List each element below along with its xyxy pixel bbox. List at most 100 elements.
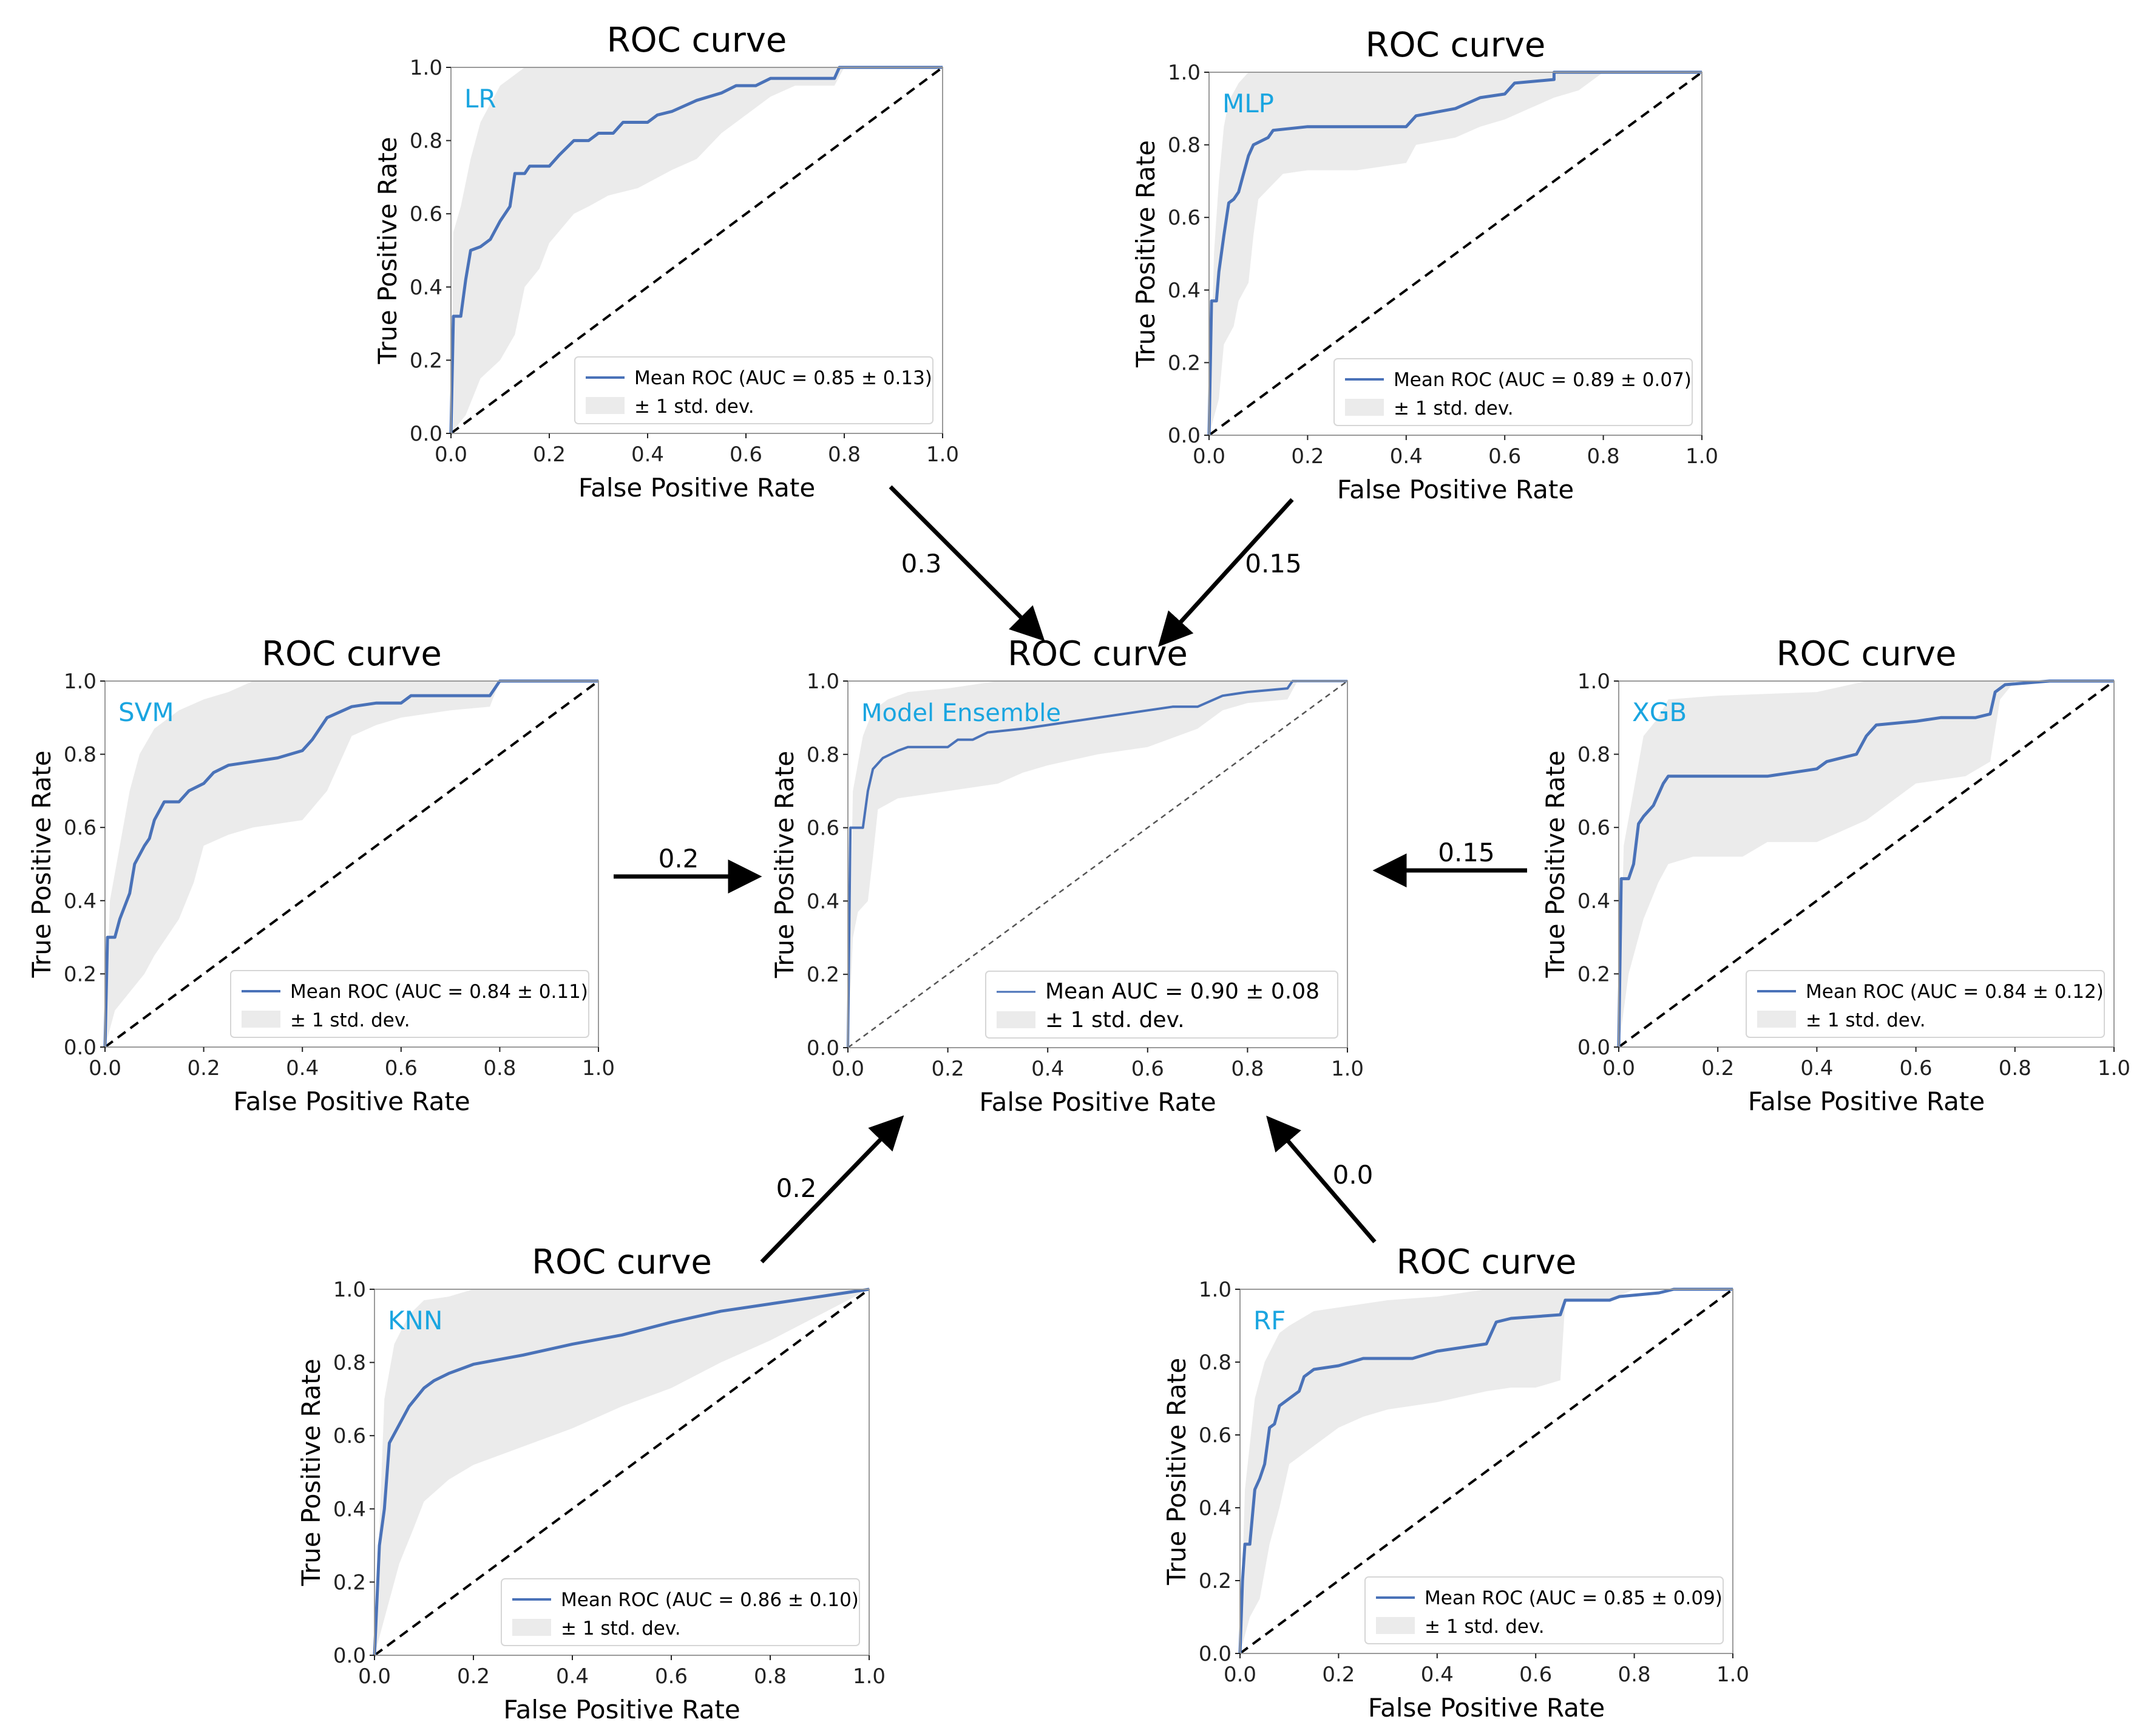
chart-title: ROC curve bbox=[1366, 25, 1546, 65]
x-tick-label: 0.8 bbox=[1618, 1663, 1651, 1687]
legend-std-label: ± 1 std. dev. bbox=[561, 1618, 681, 1639]
roc-panel-lr: 0.0 0.2 0.4 0.6 0.8 1.0 0.0 0.2 0.4 0.6 0.8 1.0 ROC … bbox=[373, 21, 959, 503]
x-tick-label: 0.8 bbox=[828, 442, 861, 467]
legend-std-label: ± 1 std. dev. bbox=[1806, 1009, 1926, 1031]
weight-arrow-rf: 0.0 bbox=[1266, 1116, 1377, 1244]
x-tick-label: 0.4 bbox=[556, 1664, 589, 1689]
x-tick-label: 0.8 bbox=[754, 1664, 787, 1689]
legend-std-swatch bbox=[242, 1011, 280, 1028]
chance-diagonal-line bbox=[847, 680, 1348, 1049]
plot-frame bbox=[104, 680, 599, 1048]
weight-arrow-svm: 0.2 bbox=[614, 844, 762, 893]
x-tick-label: 0.8 bbox=[483, 1056, 516, 1080]
x-axis-label: False Positive Rate bbox=[1748, 1087, 1985, 1116]
y-axis-label: True Positive Rate bbox=[296, 1358, 326, 1586]
weight-arrow-lr: 0.3 bbox=[889, 485, 1045, 642]
arrow-weight-label: 0.2 bbox=[776, 1173, 817, 1203]
x-tick-label: 0.8 bbox=[1587, 444, 1620, 469]
x-tick-label: 0.4 bbox=[1421, 1663, 1454, 1687]
x-tick-label: 0.2 bbox=[1291, 444, 1324, 469]
y-tick-label: 0.6 bbox=[64, 816, 97, 840]
legend-mean-label: Mean ROC (AUC = 0.85 ± 0.13) bbox=[634, 367, 932, 389]
x-tick-label: 0.0 bbox=[435, 442, 467, 467]
y-tick-label: 0.4 bbox=[333, 1497, 366, 1522]
mean-roc-curve bbox=[449, 66, 943, 434]
x-axis-label: False Positive Rate bbox=[578, 473, 815, 503]
chart-title: ROC curve bbox=[1397, 1243, 1577, 1282]
model-label: Model Ensemble bbox=[861, 699, 1061, 727]
std-dev-band bbox=[451, 67, 943, 433]
std-dev-band bbox=[105, 681, 598, 1047]
weight-arrow-xgb: 0.15 bbox=[1372, 838, 1527, 887]
x-tick-label: 1.0 bbox=[853, 1664, 886, 1689]
arrow-line bbox=[760, 1115, 904, 1264]
model-label: SVM bbox=[118, 697, 174, 727]
x-tick-label: 0.2 bbox=[533, 442, 566, 467]
roc-panels: 0.0 0.2 0.4 0.6 0.8 1.0 0.0 0.2 0.4 0.6 0.8 1.0 ROC … bbox=[27, 21, 2130, 1724]
chart-title: ROC curve bbox=[607, 21, 787, 60]
arrow-weight-label: 0.0 bbox=[1333, 1160, 1374, 1190]
y-tick-label: 0.2 bbox=[1577, 962, 1610, 986]
x-tick-label: 1.0 bbox=[2098, 1056, 2130, 1080]
roc-panel-xgb: 0.0 0.2 0.4 0.6 0.8 1.0 0.0 0.2 0.4 0.6 0.8 1.0 ROC … bbox=[1540, 634, 2130, 1116]
y-axis-label: True Positive Rate bbox=[1162, 1358, 1191, 1585]
arrow-weight-label: 0.15 bbox=[1245, 549, 1302, 578]
y-axis-label: True Positive Rate bbox=[1131, 140, 1160, 368]
x-tick-label: 1.0 bbox=[1686, 444, 1718, 469]
x-tick-label: 1.0 bbox=[1716, 1663, 1749, 1687]
roc-panel-ens: 0.0 0.2 0.4 0.6 0.8 1.0 0.0 0.2 0.4 0.6 0.8 1.0 ROC … bbox=[770, 634, 1364, 1117]
x-tick-label: 0.4 bbox=[1390, 444, 1423, 469]
y-tick-label: 0.8 bbox=[1168, 134, 1201, 158]
y-tick-label: 0.8 bbox=[1577, 743, 1610, 767]
y-tick-label: 0.8 bbox=[807, 743, 839, 767]
plot-frame bbox=[374, 1289, 870, 1656]
x-tick-label: 0.4 bbox=[631, 442, 664, 467]
roc-panel-mlp: 0.0 0.2 0.4 0.6 0.8 1.0 0.0 0.2 0.4 0.6 0.8 1.0 ROC … bbox=[1131, 25, 1718, 504]
x-tick-label: 0.2 bbox=[1322, 1663, 1355, 1687]
y-tick-label: 0.2 bbox=[333, 1570, 366, 1595]
std-dev-band bbox=[1240, 1289, 1733, 1653]
x-tick-label: 0.2 bbox=[1701, 1056, 1734, 1080]
y-tick-label: 1.0 bbox=[64, 670, 97, 694]
plot-frame bbox=[450, 67, 943, 434]
legend-box bbox=[501, 1578, 860, 1646]
legend-mean-label: Mean ROC (AUC = 0.85 ± 0.09) bbox=[1425, 1587, 1723, 1609]
legend: Mean ROC (AUC = 0.84 ± 0.11) ± 1 std. dev… bbox=[230, 970, 589, 1038]
y-tick-label: 0.0 bbox=[1168, 424, 1201, 448]
y-tick-label: 1.0 bbox=[807, 670, 839, 694]
legend-box bbox=[1364, 1576, 1724, 1644]
chart-title: ROC curve bbox=[262, 634, 442, 674]
y-tick-label: 0.8 bbox=[333, 1351, 366, 1375]
plot-frame bbox=[1618, 680, 2115, 1048]
x-tick-label: 0.6 bbox=[655, 1664, 688, 1689]
x-axis-label: False Positive Rate bbox=[1337, 475, 1574, 504]
plot-frame bbox=[1239, 1289, 1733, 1654]
y-tick-label: 0.2 bbox=[807, 963, 839, 987]
x-axis-label: False Positive Rate bbox=[503, 1695, 740, 1724]
legend-mean-label: Mean AUC = 0.90 ± 0.08 bbox=[1045, 979, 1320, 1004]
plot-frame bbox=[847, 680, 1348, 1048]
weight-arrows: 0.3 0.15 0.2 0.15 0.2 0.0 bbox=[614, 485, 1527, 1264]
y-axis-label: True Positive Rate bbox=[27, 750, 56, 978]
chance-diagonal-line bbox=[373, 1288, 870, 1656]
y-tick-label: 0.4 bbox=[1577, 889, 1610, 914]
arrow-line bbox=[1266, 1116, 1377, 1244]
y-tick-label: 1.0 bbox=[410, 56, 442, 80]
x-tick-label: 0.4 bbox=[1031, 1057, 1064, 1081]
y-tick-label: 0.0 bbox=[1577, 1036, 1610, 1060]
legend-std-swatch bbox=[1376, 1617, 1415, 1634]
chart-title: ROC curve bbox=[1008, 634, 1188, 674]
legend-std-label: ± 1 std. dev. bbox=[1425, 1616, 1545, 1638]
x-tick-label: 0.0 bbox=[1602, 1056, 1635, 1080]
chart-title: ROC curve bbox=[532, 1243, 712, 1282]
chance-diagonal-line bbox=[1618, 680, 2115, 1048]
y-tick-label: 0.6 bbox=[807, 816, 839, 841]
std-dev-band bbox=[848, 681, 1347, 1048]
y-tick-label: 0.0 bbox=[807, 1036, 839, 1060]
y-tick-label: 0.4 bbox=[1199, 1496, 1232, 1521]
legend-box bbox=[1333, 358, 1693, 426]
legend-mean-label: Mean ROC (AUC = 0.84 ± 0.12) bbox=[1806, 981, 2104, 1003]
arrow-weight-label: 0.3 bbox=[901, 549, 942, 578]
chance-diagonal-line bbox=[450, 66, 944, 435]
